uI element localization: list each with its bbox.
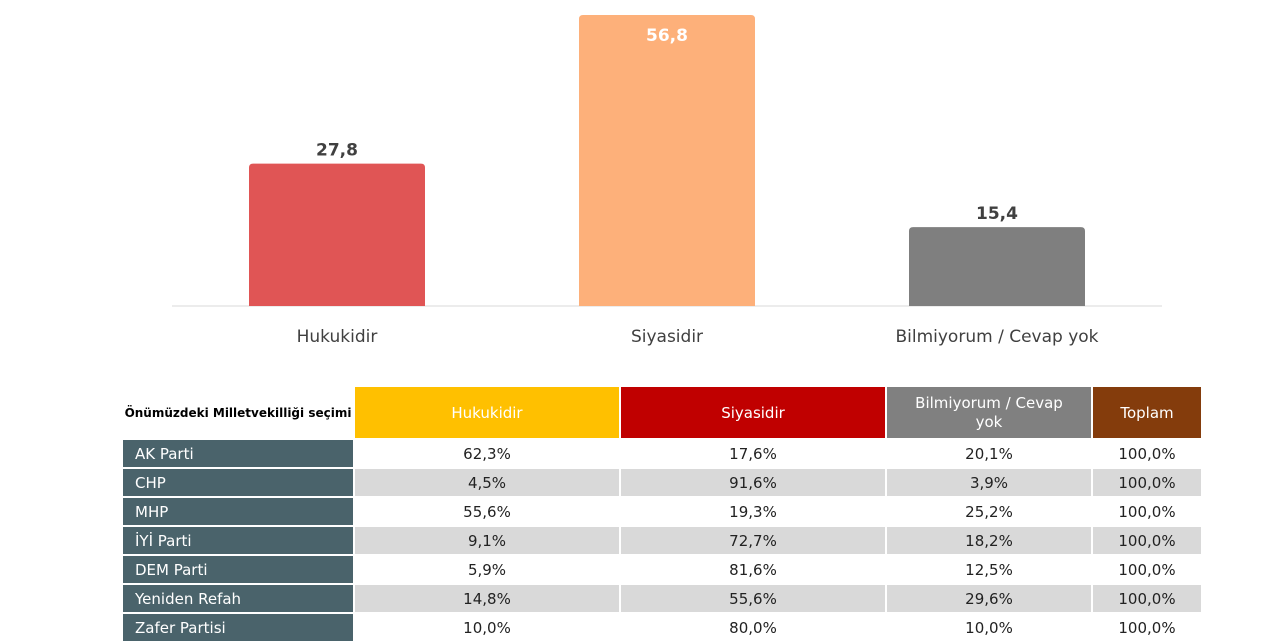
category-label: Bilmiyorum / Cevap yok — [895, 327, 1098, 347]
table-cell: 100,0% — [1093, 469, 1201, 496]
table-row: Yeniden Refah 14,8% 55,6% 29,6% 100,0% — [123, 585, 1201, 612]
table-row: Zafer Partisi 10,0% 80,0% 10,0% 100,0% — [123, 614, 1201, 641]
row-label: İYİ Parti — [123, 527, 353, 554]
row-label: AK Parti — [123, 440, 353, 467]
column-header: Toplam — [1093, 387, 1201, 438]
table-row: MHP 55,6% 19,3% 25,2% 100,0% — [123, 498, 1201, 525]
row-label: Yeniden Refah — [123, 585, 353, 612]
table-cell: 9,1% — [355, 527, 619, 554]
data-label: 15,4 — [976, 204, 1018, 224]
row-label: MHP — [123, 498, 353, 525]
row-label: DEM Parti — [123, 556, 353, 583]
bar — [909, 227, 1085, 306]
crosstab-table: Önümüzdeki Milletvekilliği seçimi Hukuki… — [121, 385, 1203, 643]
table-cell: 10,0% — [887, 614, 1091, 641]
table-cell: 80,0% — [621, 614, 885, 641]
table-cell: 72,7% — [621, 527, 885, 554]
data-label: 27,8 — [316, 141, 358, 161]
bar — [579, 15, 755, 306]
table-cell: 4,5% — [355, 469, 619, 496]
table-cell: 3,9% — [887, 469, 1091, 496]
row-label: Zafer Partisi — [123, 614, 353, 641]
table-cell: 100,0% — [1093, 556, 1201, 583]
table-cell: 91,6% — [621, 469, 885, 496]
table-row: İYİ Parti 9,1% 72,7% 18,2% 100,0% — [123, 527, 1201, 554]
table-cell: 100,0% — [1093, 614, 1201, 641]
table-row: AK Parti 62,3% 17,6% 20,1% 100,0% — [123, 440, 1201, 467]
bar-chart: 27,8 Hukukidir 56,8 Siyasidir 15,4 Bilmiyorum… — [172, 15, 1162, 347]
column-header: Siyasidir — [621, 387, 885, 438]
table-cell: 81,6% — [621, 556, 885, 583]
table-cell: 100,0% — [1093, 527, 1201, 554]
table-cell: 20,1% — [887, 440, 1091, 467]
table-cell: 5,9% — [355, 556, 619, 583]
table-cell: 19,3% — [621, 498, 885, 525]
data-label: 56,8 — [646, 26, 688, 46]
table-cell: 12,5% — [887, 556, 1091, 583]
table-cell: 100,0% — [1093, 498, 1201, 525]
table-cell: 55,6% — [355, 498, 619, 525]
bar — [249, 163, 425, 306]
table-cell: 55,6% — [621, 585, 885, 612]
table-cell: 100,0% — [1093, 440, 1201, 467]
category-label: Siyasidir — [631, 327, 703, 347]
table-cell: 17,6% — [621, 440, 885, 467]
category-label: Hukukidir — [297, 327, 378, 347]
corner-header: Önümüzdeki Milletvekilliği seçimi — [123, 387, 353, 438]
table-cell: 62,3% — [355, 440, 619, 467]
table-cell: 10,0% — [355, 614, 619, 641]
table-row: CHP 4,5% 91,6% 3,9% 100,0% — [123, 469, 1201, 496]
row-label: CHP — [123, 469, 353, 496]
table-row: DEM Parti 5,9% 81,6% 12,5% 100,0% — [123, 556, 1201, 583]
table-cell: 25,2% — [887, 498, 1091, 525]
column-header: Bilmiyorum / Cevap yok — [887, 387, 1091, 438]
table-cell: 18,2% — [887, 527, 1091, 554]
column-header: Hukukidir — [355, 387, 619, 438]
table-cell: 100,0% — [1093, 585, 1201, 612]
table-cell: 14,8% — [355, 585, 619, 612]
table-cell: 29,6% — [887, 585, 1091, 612]
